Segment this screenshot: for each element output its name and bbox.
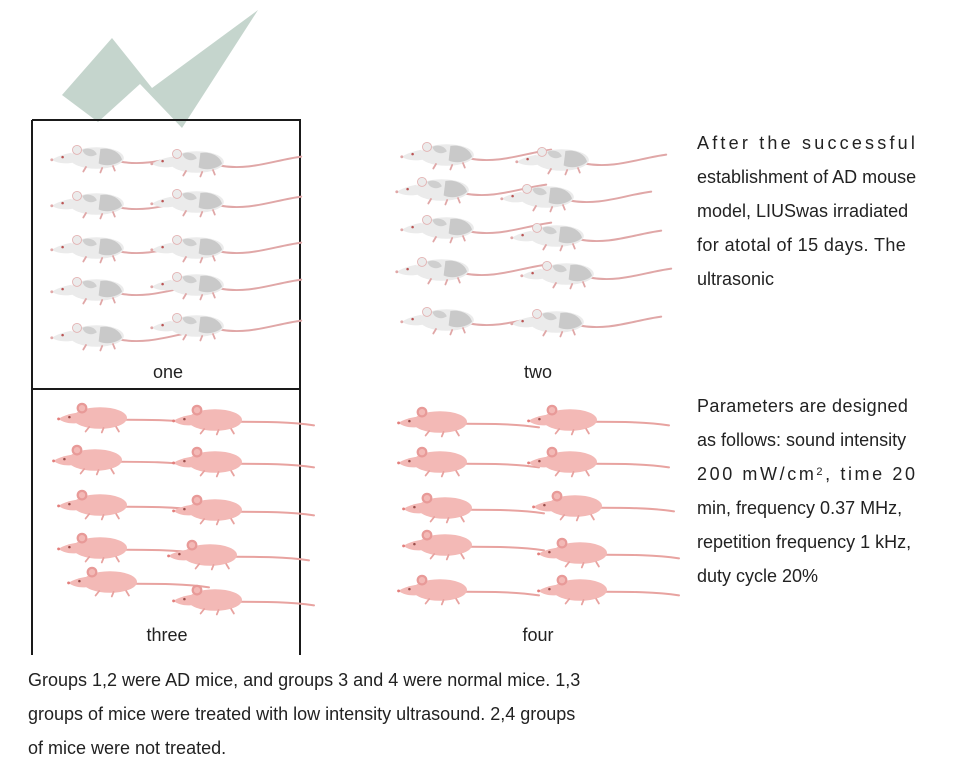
ad-mouse-icon [499, 183, 653, 213]
normal-mouse-icon [56, 488, 200, 521]
normal-mouse-icon [56, 401, 200, 434]
normal-mouse-icon [396, 573, 540, 606]
ad-mouse-icon [519, 260, 673, 290]
summary-line: of mice were not treated. [28, 738, 227, 758]
ad-mouse-icon [149, 234, 303, 264]
intensity-value: 200 mW/cm [697, 464, 817, 484]
ad-mouse-icon [149, 188, 303, 218]
summary-line: Groups 1,2 were AD mice, and groups 3 an… [28, 670, 581, 690]
parameter-line: repetition frequency 1 kHz, [697, 532, 912, 552]
group-summary: Groups 1,2 were AD mice, and groups 3 an… [28, 663, 708, 765]
parameter-line: duty cycle 20% [697, 566, 819, 586]
ad-mouse-icon [399, 141, 553, 171]
group-one-mice [49, 144, 303, 352]
parameter-line: as follows: sound intensity [697, 430, 907, 450]
group-label-one: one [152, 362, 184, 382]
parameter-line: Parameters are designed [697, 396, 909, 416]
ad-mouse-icon [149, 148, 303, 178]
method-line: model, LIUSwas irradiated [697, 201, 909, 221]
ad-mouse-icon [509, 308, 663, 338]
normal-mouse-icon [526, 403, 670, 436]
group-label-four: four [522, 625, 554, 645]
group-four-mice [396, 403, 680, 606]
ad-mouse-icon [149, 271, 303, 301]
check-mark-icon [62, 10, 258, 128]
group-label-three: three [146, 625, 188, 645]
normal-mouse-icon [51, 443, 195, 476]
normal-mouse-icon [536, 573, 680, 606]
normal-mouse-icon [531, 489, 675, 522]
group-label-two: two [523, 362, 552, 382]
time-value: , time 20 [825, 464, 918, 484]
normal-mouse-icon [396, 445, 540, 478]
normal-mouse-icon [171, 445, 315, 478]
normal-mouse-icon [171, 403, 315, 436]
normal-mouse-icon [536, 536, 680, 569]
normal-mouse-icon [396, 405, 540, 438]
parameter-description: Parameters are designed as follows: soun… [697, 389, 918, 593]
parameter-line: 200 mW/cm2, time 20 [697, 457, 918, 491]
normal-mouse-icon [171, 493, 315, 526]
method-line: establishment of AD mouse [697, 167, 917, 187]
normal-mouse-icon [401, 528, 545, 561]
normal-mouse-icon [66, 565, 210, 598]
method-line: for atotal of 15 days. The [697, 235, 907, 255]
normal-mouse-icon [171, 583, 315, 616]
ad-mouse-icon [514, 146, 668, 176]
group-three-mice [51, 401, 315, 616]
method-description: After the successful establishment of AD… [697, 126, 918, 296]
parameter-line: min, frequency 0.37 MHz, [697, 498, 903, 518]
ad-mouse-icon [394, 256, 548, 286]
normal-mouse-icon [166, 538, 310, 571]
group-two-mice [394, 141, 673, 338]
ad-mouse-icon [509, 222, 663, 252]
normal-mouse-icon [401, 491, 545, 524]
method-line: ultrasonic [697, 269, 775, 289]
unit-exponent: 2 [816, 466, 826, 478]
normal-mouse-icon [526, 445, 670, 478]
summary-line: groups of mice were treated with low int… [28, 704, 576, 724]
method-line: After the successful [697, 133, 919, 153]
group-box [31, 119, 301, 655]
